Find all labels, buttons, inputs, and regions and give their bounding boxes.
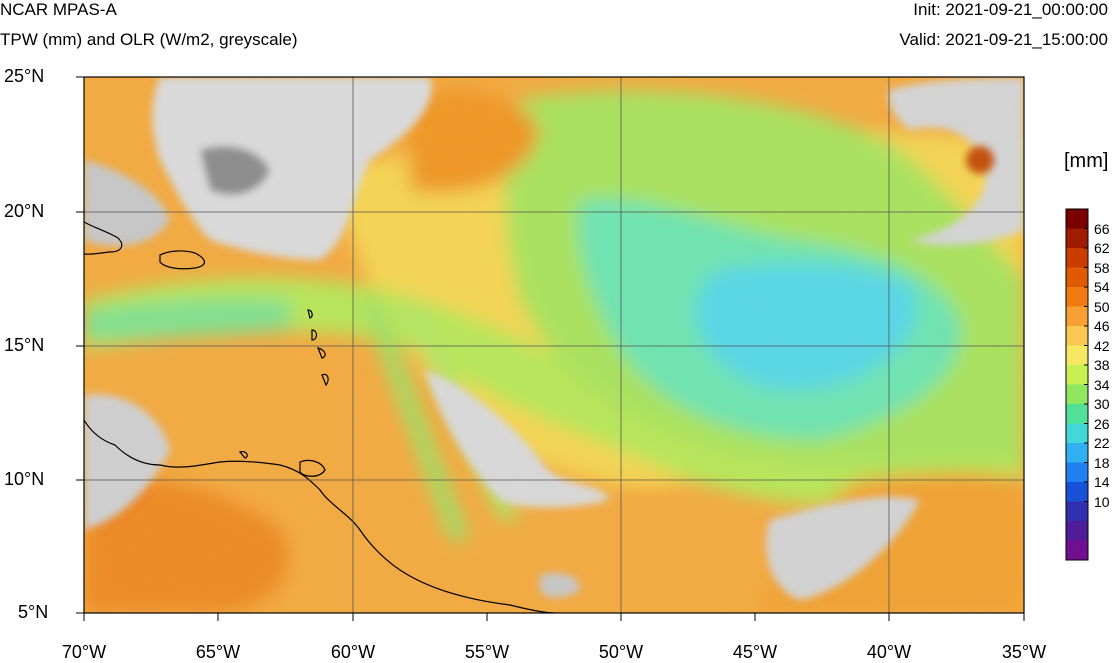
fields-subtitle: TPW (mm) and OLR (W/m2, greyscale) bbox=[0, 30, 298, 49]
axis-ticks bbox=[76, 76, 1025, 621]
colorbar-level-label: 26 bbox=[1094, 415, 1110, 432]
colorbar-swatch bbox=[1066, 443, 1088, 463]
colorbar-swatch bbox=[1066, 384, 1088, 405]
colorbar-swatch bbox=[1066, 228, 1088, 249]
colorbar-level-label: 66 bbox=[1094, 220, 1110, 237]
colorbar-swatch bbox=[1066, 267, 1088, 288]
colorbar-level-label: 34 bbox=[1094, 376, 1110, 393]
lon-label-40w: 40°W bbox=[866, 642, 912, 662]
colorbar-swatch bbox=[1066, 462, 1088, 483]
lon-label-55w: 55°W bbox=[464, 642, 510, 662]
lon-label-45w: 45°W bbox=[732, 642, 778, 662]
colorbar-swatch bbox=[1066, 306, 1088, 327]
colorbar-level-label: 42 bbox=[1094, 337, 1110, 354]
colorbar-swatch bbox=[1066, 287, 1088, 307]
colorbar-level-label: 38 bbox=[1094, 357, 1110, 373]
valid-time: Valid: 2021-09-21_15:00:00 bbox=[899, 30, 1108, 49]
lat-label-25n: 25°N bbox=[4, 66, 45, 86]
colorbar-level-label: 14 bbox=[1094, 474, 1110, 490]
lat-label-20n: 20°N bbox=[4, 201, 45, 221]
colorbar-swatch bbox=[1066, 423, 1088, 444]
lat-label-10n: 10°N bbox=[4, 469, 45, 489]
colorbar-swatch bbox=[1066, 209, 1088, 229]
init-time: Init: 2021-09-21_00:00:00 bbox=[913, 0, 1108, 19]
lon-label-35w: 35°W bbox=[1001, 642, 1047, 662]
lat-label-5n: 5°N bbox=[18, 602, 49, 622]
colorbar-swatch bbox=[1066, 482, 1088, 502]
lon-label-65w: 65°W bbox=[195, 642, 241, 662]
colorbar-unit: [mm] bbox=[1064, 150, 1109, 172]
colorbar-swatch bbox=[1066, 248, 1088, 268]
lon-label-50w: 50°W bbox=[598, 642, 644, 662]
colorbar-level-label: 18 bbox=[1094, 454, 1110, 471]
lon-label-60w: 60°W bbox=[330, 642, 376, 662]
coastlines bbox=[84, 221, 556, 613]
colorbar-swatch bbox=[1066, 521, 1088, 541]
graticule bbox=[84, 77, 1024, 613]
colorbar-level-label: 62 bbox=[1094, 240, 1110, 256]
colorbar-level-label: 10 bbox=[1094, 493, 1110, 510]
colorbar-swatch bbox=[1066, 365, 1088, 385]
colorbar-level-label: 30 bbox=[1094, 396, 1110, 412]
colorbar bbox=[1065, 208, 1089, 561]
lon-label-70w: 70°W bbox=[61, 642, 107, 662]
tpw-field bbox=[84, 77, 1024, 613]
colorbar-level-label: 54 bbox=[1094, 279, 1110, 295]
colorbar-level-label: 50 bbox=[1094, 298, 1110, 315]
lat-label-15n: 15°N bbox=[4, 335, 45, 355]
model-title: NCAR MPAS-A bbox=[0, 0, 117, 19]
colorbar-level-label: 46 bbox=[1094, 318, 1110, 334]
colorbar-swatch bbox=[1066, 326, 1088, 346]
colorbar-level-label: 22 bbox=[1094, 435, 1110, 451]
colorbar-swatch bbox=[1066, 501, 1088, 522]
colorbar-swatch bbox=[1066, 540, 1088, 561]
colorbar-swatch bbox=[1066, 345, 1088, 366]
colorbar-swatch bbox=[1066, 404, 1088, 424]
colorbar-level-label: 58 bbox=[1094, 259, 1110, 276]
